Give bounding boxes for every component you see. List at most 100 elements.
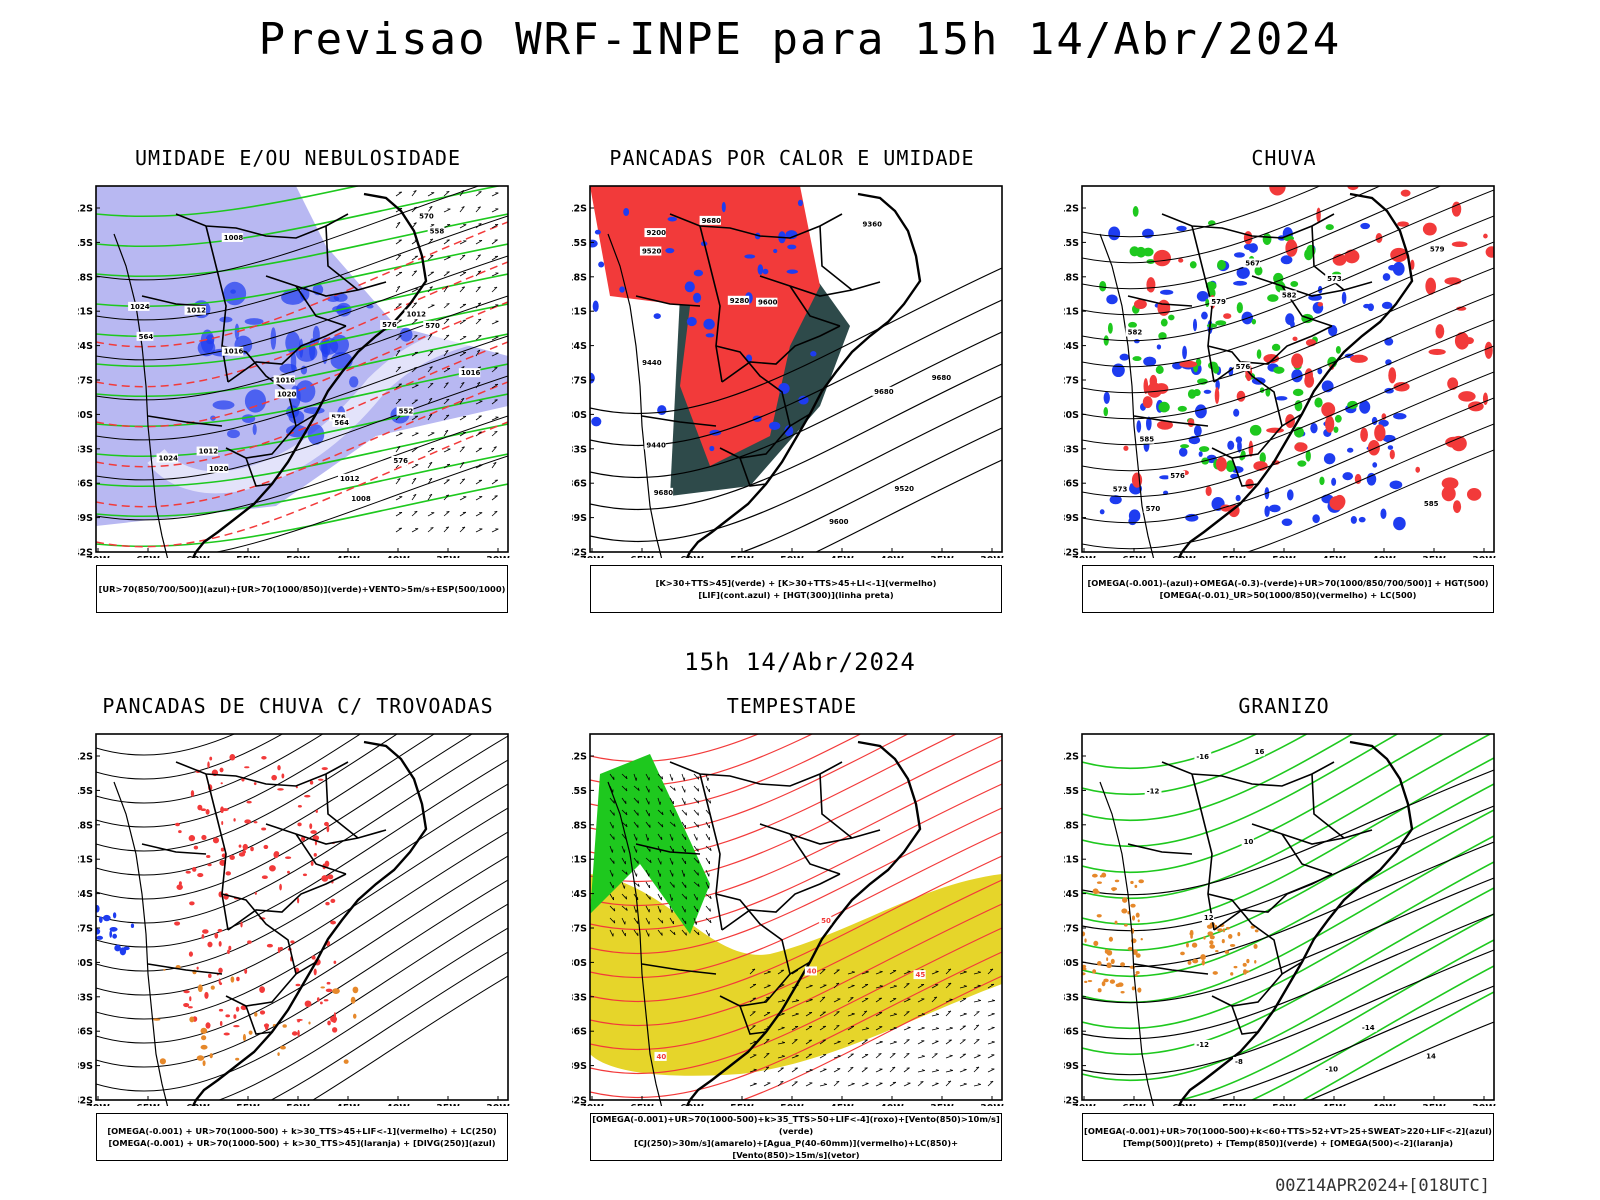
contour-label: -10	[1325, 1066, 1338, 1074]
lon-tick-label: 50W	[286, 555, 310, 558]
contour-label: 1016	[461, 369, 481, 377]
lon-tick-label: 70W	[1072, 555, 1096, 558]
lat-tick-label: 36S	[1064, 479, 1079, 490]
map-pancadas-calor: 12S 15S 18S 21S 24S 27S 30S 33S 36S 39S 42S70W 65W 6…	[572, 185, 1004, 559]
contour-label: 9600	[758, 299, 778, 307]
contour-label: -12	[1196, 1041, 1209, 1049]
contour-label: 564	[139, 333, 154, 341]
contour-label: 9680	[932, 374, 952, 382]
coastlines-borders	[113, 192, 428, 558]
lon-tick-label: 55W	[730, 555, 754, 558]
contour-label: 582	[1282, 291, 1297, 299]
contour-label: 50	[821, 917, 831, 925]
contour-label: 1012	[199, 448, 219, 456]
lat-tick-label: 27S	[1064, 376, 1079, 387]
lon-tick-label: 65W	[630, 555, 654, 558]
lat-tick-label: 18S	[1064, 272, 1079, 283]
map-frame	[95, 185, 509, 553]
contour-label: 16	[1255, 748, 1265, 756]
contour-label: 1024	[159, 454, 179, 462]
wind850-area	[590, 754, 710, 934]
legend-line: [LIF](cont.azul) + [HGT(300)](linha pret…	[698, 590, 894, 600]
legend-trovoadas: [OMEGA(-0.001) + UR>70(1000-500) + k>30_…	[96, 1113, 508, 1161]
lat-tick-label: 42S	[572, 1096, 587, 1107]
precipitable-water	[590, 734, 1002, 1100]
map-granizo: 12S 15S 18S 21S 24S 27S 30S 33S 36S 39S 42S70W 65W 6…	[1064, 733, 1496, 1106]
map-umidade: 12S 15S 18S 21S 24S 27S 30S 33S 36S 39S 42S70W 65W 6…	[78, 185, 510, 559]
contour-label: 1016	[224, 348, 244, 356]
lat-tick-label: 18S	[1064, 820, 1079, 831]
lon-tick-label: 30W	[980, 1103, 1004, 1106]
lat-tick-label: 12S	[572, 752, 587, 763]
lat-tick-label: 39S	[1064, 513, 1079, 524]
lat-tick-label: 12S	[78, 752, 93, 763]
page-title: Previsao WRF-INPE para 15h 14/Abr/2024	[258, 14, 1342, 65]
lon-tick-label: 40W	[1372, 1103, 1396, 1106]
legend-tempestade: [OMEGA(-0.001)+UR>70(1000-500)+k>35_TTS>…	[590, 1113, 1002, 1161]
map-frame	[589, 185, 1003, 553]
legend-line: [OMEGA(-0.001)+UR>70(1000-500)+k>35_TTS>…	[592, 1114, 1000, 1136]
lon-tick-label: 45W	[1322, 555, 1346, 558]
contour-label: 573	[1113, 486, 1128, 494]
contour-label: 14	[1426, 1053, 1436, 1061]
lat-tick-label: 24S	[78, 889, 93, 900]
contour-label: 9280	[730, 297, 750, 305]
panel-title: CHUVA	[1251, 146, 1317, 170]
lat-tick-label: 30S	[78, 958, 93, 969]
contour-label: 567	[1245, 260, 1260, 268]
legend-line: [OMEGA(-0.001) + UR>70(1000-500) + k>30_…	[108, 1138, 496, 1148]
legend-umidade: [UR>70(850/700/500)](azul)+[UR>70(1000/8…	[96, 565, 508, 613]
lat-tick-label: 33S	[78, 992, 93, 1003]
coastlines-borders	[607, 192, 922, 558]
lat-tick-label: 33S	[1064, 992, 1079, 1003]
panel-title: PANCADAS POR CALOR E UMIDADE	[609, 146, 975, 170]
lat-tick-label: 42S	[78, 548, 93, 559]
contour-label: 40	[807, 967, 817, 975]
coastlines-borders	[1099, 740, 1414, 1106]
lon-tick-label: 60W	[1172, 555, 1196, 558]
map-chuva: 12S 15S 18S 21S 24S 27S 30S 33S 36S 39S 42S70W 65W 6…	[1064, 185, 1496, 558]
divergence-blue	[96, 904, 135, 956]
contour-label: 9440	[642, 359, 662, 367]
legend-line: [Temp(500)](preto) + [Temp(850)](verde) …	[1122, 1138, 1454, 1148]
contour-label: 576	[1170, 472, 1185, 480]
legend-line: [UR>70(850/700/500)](azul)+[UR>70(1000/8…	[98, 584, 506, 594]
contour-label: 1016	[276, 376, 296, 384]
lat-tick-label: 24S	[1064, 341, 1079, 352]
lat-tick-label: 24S	[78, 341, 93, 352]
contour-label: -14	[1362, 1024, 1375, 1032]
lon-tick-label: 50W	[1272, 1103, 1296, 1106]
coastlines-borders	[113, 740, 428, 1106]
lon-tick-label: 55W	[236, 555, 260, 558]
lon-tick-label: 60W	[680, 1103, 704, 1106]
lat-tick-label: 36S	[78, 479, 93, 490]
lon-tick-label: 35W	[930, 555, 954, 558]
lon-tick-label: 35W	[436, 555, 460, 558]
lon-tick-label: 35W	[930, 1103, 954, 1106]
lat-tick-label: 39S	[78, 513, 93, 524]
contour-label: 564	[334, 419, 349, 427]
lon-tick-label: 45W	[830, 1103, 854, 1106]
contour-label: 1020	[277, 390, 297, 398]
pressure-isolines	[96, 186, 508, 552]
contour-label: 9600	[829, 518, 849, 526]
lat-tick-label: 27S	[78, 924, 93, 935]
legend-line: [OMEGA(-0.001)-(azul)+OMEGA(-0.3)-(verde…	[1087, 578, 1489, 588]
contour-label: -8	[1235, 1058, 1243, 1066]
lat-tick-label: 21S	[78, 855, 93, 866]
lat-tick-label: 39S	[1064, 1061, 1079, 1072]
contour-label: 579	[1211, 298, 1226, 306]
lat-tick-label: 27S	[572, 924, 587, 935]
lat-tick-label: 12S	[572, 204, 587, 215]
lon-tick-label: 35W	[1422, 1103, 1446, 1106]
lat-tick-label: 33S	[572, 444, 587, 455]
lon-tick-label: 50W	[780, 1103, 804, 1106]
contour-label: 9200	[646, 229, 666, 237]
lon-tick-label: 70W	[580, 555, 604, 558]
lat-tick-label: 42S	[572, 548, 587, 559]
lat-tick-label: 30S	[1064, 410, 1079, 421]
coastlines-borders	[607, 740, 922, 1106]
contour-label: 9520	[895, 485, 915, 493]
lon-tick-label: 45W	[1322, 1103, 1346, 1106]
contour-label: 573	[1327, 275, 1342, 283]
